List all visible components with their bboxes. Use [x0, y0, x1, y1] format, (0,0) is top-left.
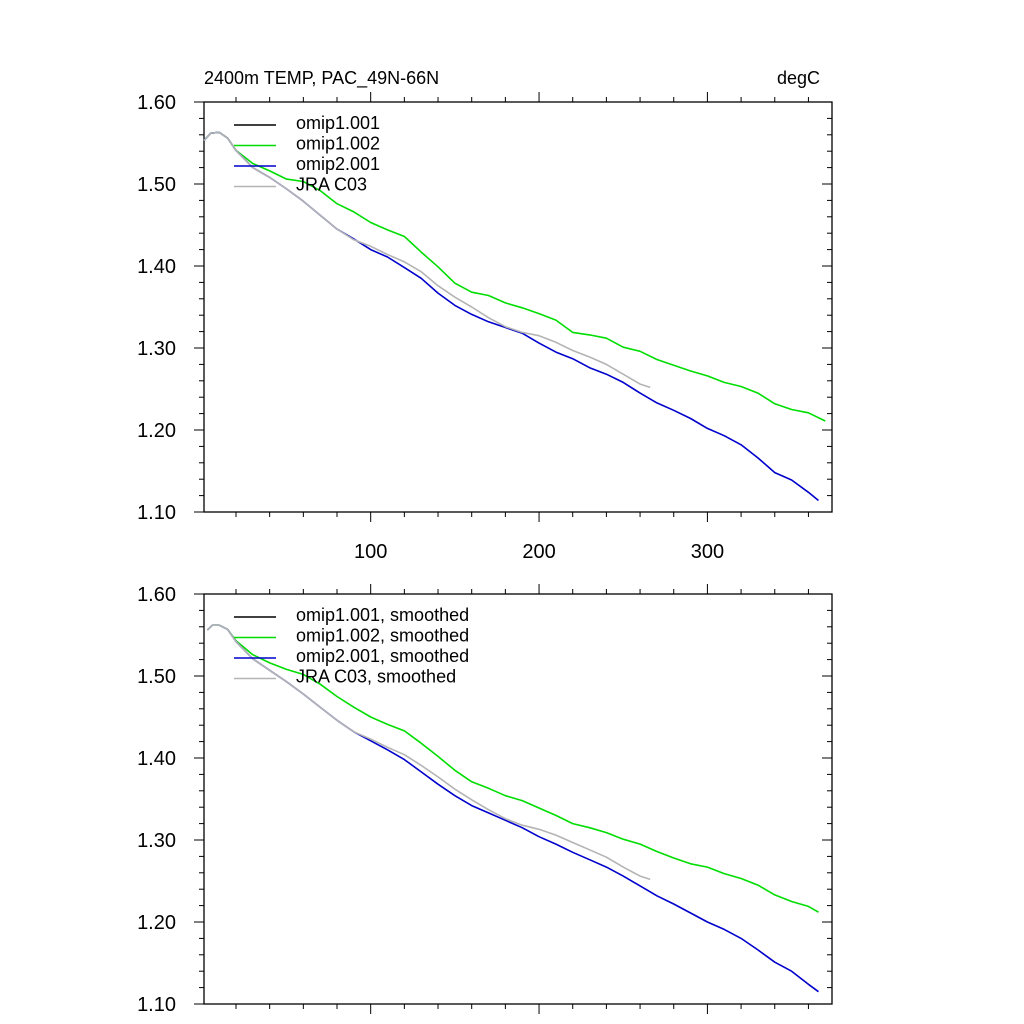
y-tick-label: 1.20	[137, 912, 176, 934]
y-tick-label: 1.50	[137, 666, 176, 688]
legend-label: omip1.001	[296, 113, 380, 133]
y-tick-label: 1.60	[137, 92, 176, 114]
y-tick-label: 1.50	[137, 174, 176, 196]
chart-panel-1: 1.10 1.20 1.30 1.40 1.50 1.60 100 200 300 omip1.0…	[137, 92, 833, 563]
y-tick-label: 1.40	[137, 256, 176, 278]
series-line-4	[203, 131, 651, 389]
series-line-2	[206, 624, 819, 913]
x-tick-label: 200	[522, 541, 555, 563]
y-tick-label: 1.40	[137, 748, 176, 770]
y-tick-label: 1.30	[137, 830, 176, 852]
y-tick-label: 1.10	[137, 502, 176, 524]
y-tick-label: 1.60	[137, 584, 176, 606]
legend-label: omip1.002, smoothed	[296, 626, 469, 646]
plot-frame	[203, 593, 833, 1005]
series-line-2	[203, 131, 826, 422]
legend-label: omip2.001, smoothed	[296, 646, 469, 666]
x-tick-label: 100	[354, 541, 387, 563]
chart-units: degC	[777, 68, 820, 88]
y-tick-label: 1.10	[137, 994, 176, 1016]
series-line-4	[206, 624, 651, 881]
legend-label: JRA C03, smoothed	[296, 667, 456, 687]
legend-label: omip1.002	[296, 134, 380, 154]
legend-label: JRA C03	[296, 175, 367, 195]
legend-label: omip1.001, smoothed	[296, 605, 469, 625]
x-tick-label: 300	[691, 541, 724, 563]
plot-frame	[203, 101, 833, 513]
chart-panel-2: 1.10 1.20 1.30 1.40 1.50 1.60 omip1.001, smoot…	[137, 584, 833, 1016]
y-tick-label: 1.30	[137, 338, 176, 360]
legend-label: omip2.001	[296, 154, 380, 174]
chart-title: 2400m TEMP, PAC_49N-66N	[204, 68, 439, 89]
y-tick-label: 1.20	[137, 420, 176, 442]
